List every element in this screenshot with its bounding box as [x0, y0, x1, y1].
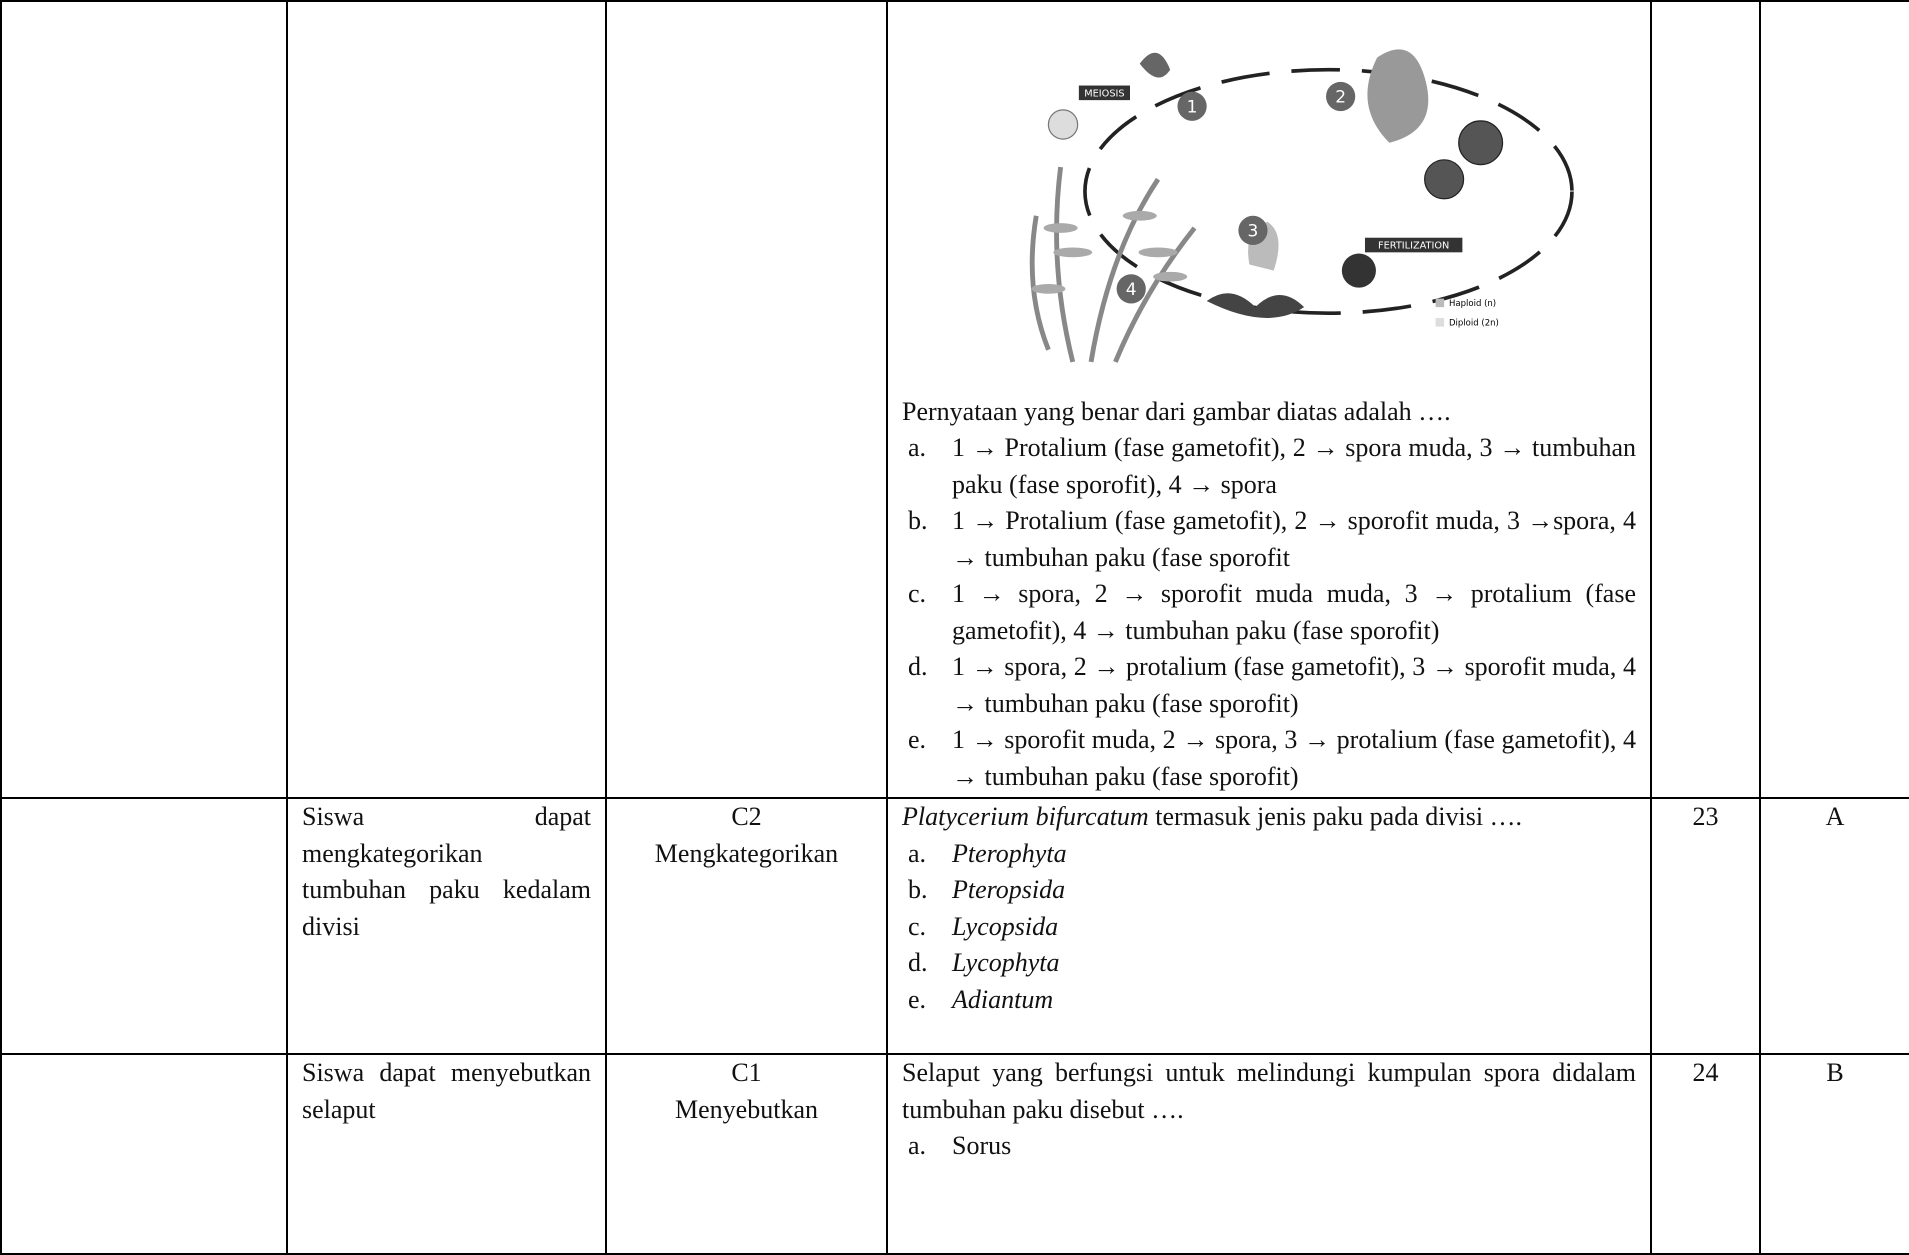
option-marker: d. [902, 649, 952, 722]
legend-swatch [1436, 298, 1445, 307]
option: b.1 → Protalium (fase gametofit), 2 → sp… [902, 503, 1636, 576]
option-marker: a. [902, 430, 952, 503]
organ [1459, 120, 1503, 164]
option-marker: c. [902, 909, 952, 946]
species-name: Platycerium bifurcatum [902, 802, 1149, 831]
cell: Selaput yang berfungsi untuk melindungi … [887, 1054, 1651, 1254]
option: a.Sorus [902, 1128, 1636, 1165]
page: MEIOSIS FERTILIZATION 1234 Haploid (n) D… [0, 0, 1909, 1160]
option-marker: b. [902, 503, 952, 576]
option-text: Lycopsida [952, 909, 1636, 946]
stage-number: 1 [1187, 97, 1198, 117]
question-number: 24 [1651, 1054, 1760, 1254]
option-marker: e. [902, 722, 952, 795]
option-text: 1 → spora, 2 → sporofit muda muda, 3 → p… [952, 576, 1636, 649]
option-marker: d. [902, 945, 952, 982]
organ [1342, 253, 1376, 287]
question-table: MEIOSIS FERTILIZATION 1234 Haploid (n) D… [0, 0, 1909, 1255]
option: b.Pteropsida [902, 872, 1636, 909]
option: e.Adiantum [902, 982, 1636, 1019]
level-verb: Mengkategorikan [621, 836, 872, 873]
stage-number: 3 [1248, 221, 1259, 241]
question-number: 23 [1651, 798, 1760, 1054]
option-text: 1 → Protalium (fase gametofit), 2 → spor… [952, 430, 1636, 503]
option-text: Pteropsida [952, 872, 1636, 909]
organ [1425, 159, 1464, 198]
spore [1048, 109, 1077, 138]
cell [1, 798, 287, 1054]
option-marker: a. [902, 836, 952, 873]
level-code: C2 [621, 799, 872, 836]
diagram-bg [1024, 21, 1639, 368]
legend-label: Diploid (2n) [1449, 318, 1499, 328]
cell [606, 1, 887, 798]
option-text: 1 → spora, 2 → protalium (fase gametofit… [952, 649, 1636, 722]
option-text: Sorus [952, 1128, 1636, 1165]
fertilization-label: FERTILIZATION [1378, 240, 1449, 251]
answer-key: B [1760, 1054, 1909, 1254]
option-text: Adiantum [952, 982, 1636, 1019]
legend-swatch [1436, 318, 1445, 327]
option: a.1 → Protalium (fase gametofit), 2 → sp… [902, 430, 1636, 503]
stage-number: 2 [1335, 87, 1346, 107]
level-code: C1 [621, 1055, 872, 1092]
answer-key: A [1760, 798, 1909, 1054]
fern-life-cycle-diagram: MEIOSIS FERTILIZATION 1 2 3 4 Haploid (n) D… [1024, 21, 1639, 368]
cell [287, 1, 606, 798]
cell: Platycerium bifurcatum termasuk jenis pa… [887, 798, 1651, 1054]
options: a.Sorus [902, 1128, 1636, 1165]
option-text: 1 → Protalium (fase gametofit), 2 → spor… [952, 503, 1636, 576]
cell [1651, 1, 1760, 798]
options: a.1 → Protalium (fase gametofit), 2 → sp… [902, 430, 1636, 795]
question-rest: termasuk jenis paku pada divisi …. [1155, 802, 1522, 831]
cell [1760, 1, 1909, 798]
table-row: Siswa dapat mengkategorikan tumbuhan pak… [1, 798, 1909, 1054]
question-text: Selaput yang berfungsi untuk melindungi … [902, 1055, 1636, 1128]
cell [1, 1, 287, 798]
indicator: Siswa dapat menyebutkan selaput [287, 1054, 606, 1254]
option-text: Lycophyta [952, 945, 1636, 982]
option: d.1 → spora, 2 → protalium (fase gametof… [902, 649, 1636, 722]
legend-label: Haploid (n) [1449, 298, 1496, 308]
indicator: Siswa dapat mengkategorikan tumbuhan pak… [287, 798, 606, 1054]
level-verb: Menyebutkan [621, 1092, 872, 1129]
option: a.Pterophyta [902, 836, 1636, 873]
option: c.Lycopsida [902, 909, 1636, 946]
option: e.1 → sporofit muda, 2 → spora, 3 → prot… [902, 722, 1636, 795]
option-marker: b. [902, 872, 952, 909]
option-marker: c. [902, 576, 952, 649]
option-text: 1 → sporofit muda, 2 → spora, 3 → protal… [952, 722, 1636, 795]
stage-number: 4 [1126, 279, 1137, 299]
option-text: Pterophyta [952, 836, 1636, 873]
table-row: MEIOSIS FERTILIZATION 1 2 3 4 Haploid (n) D… [1, 1, 1909, 798]
meiosis-label: MEIOSIS [1084, 88, 1124, 99]
cell [1, 1054, 287, 1254]
option-marker: a. [902, 1128, 952, 1165]
option: c.1 → spora, 2 → sporofit muda muda, 3 →… [902, 576, 1636, 649]
option: d.Lycophyta [902, 945, 1636, 982]
option-marker: e. [902, 982, 952, 1019]
cell: MEIOSIS FERTILIZATION 1 2 3 4 Haploid (n) D… [887, 1, 1651, 798]
question-text: Platycerium bifurcatum termasuk jenis pa… [902, 799, 1636, 836]
question-text: Pernyataan yang benar dari gambar diatas… [902, 394, 1636, 431]
